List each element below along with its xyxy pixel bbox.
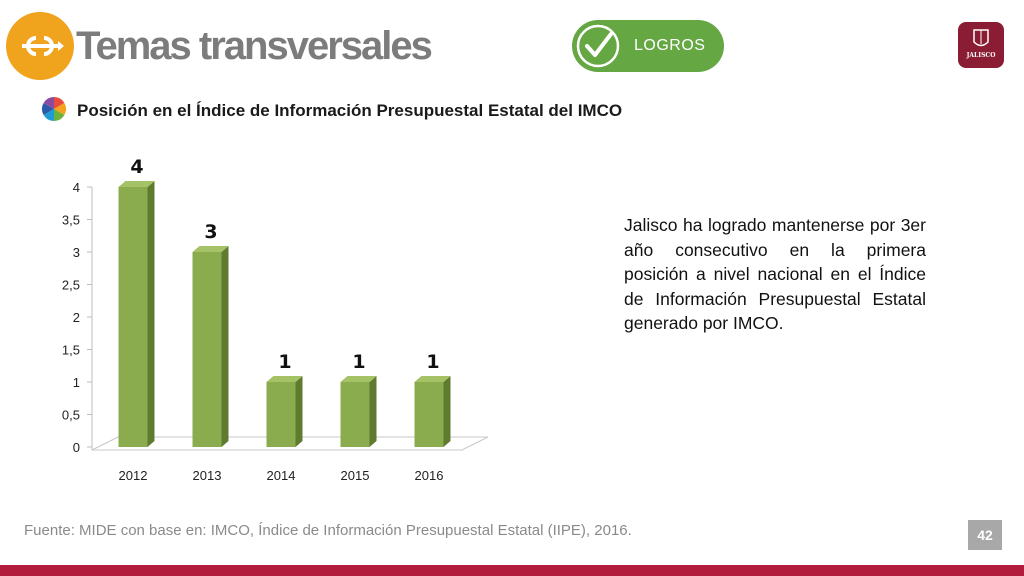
logros-badge: LOGROS: [572, 20, 724, 72]
bar-top: [340, 376, 377, 382]
y-tick-label: 0: [73, 440, 80, 455]
source-note: Fuente: MIDE con base en: IMCO, Índice d…: [24, 522, 632, 539]
bar-side: [369, 376, 377, 447]
bar: [340, 382, 370, 447]
logros-label: LOGROS: [634, 37, 706, 54]
bar: [118, 187, 148, 447]
y-tick-label: 1,5: [62, 343, 80, 358]
bar-top: [118, 181, 155, 187]
bar-top: [266, 376, 303, 382]
bar: [414, 382, 444, 447]
bar-top: [192, 246, 229, 252]
seal-text: JALISCO: [966, 52, 996, 59]
y-tick-label: 3: [73, 245, 80, 260]
x-tick-label: 2015: [341, 468, 370, 483]
y-tick-label: 2: [73, 310, 80, 325]
bar-side: [221, 246, 229, 447]
y-tick-label: 2,5: [62, 278, 80, 293]
link-arrows-logo: [6, 12, 74, 80]
y-tick-label: 1: [73, 375, 80, 390]
x-tick-label: 2012: [119, 468, 148, 483]
jalisco-seal: JALISCO: [958, 22, 1004, 68]
data-label: 3: [204, 221, 217, 243]
data-label: 1: [426, 351, 439, 373]
colorful-pinwheel-icon: [41, 97, 67, 121]
x-tick-label: 2014: [267, 468, 296, 483]
bar-side: [295, 376, 303, 447]
coat-of-arms-icon: [973, 29, 989, 47]
summary-text: Jalisco ha logrado mantenerse por 3er añ…: [624, 215, 926, 333]
data-label: 4: [130, 156, 143, 178]
bar-side: [147, 181, 155, 447]
chart-subtitle: Posición en el Índice de Información Pre…: [77, 101, 623, 120]
x-tick-label: 2013: [193, 468, 222, 483]
page-number: 42: [968, 520, 1002, 550]
data-label: 1: [352, 351, 365, 373]
bar: [266, 382, 296, 447]
y-tick-label: 3,5: [62, 213, 80, 228]
x-tick-label: 2016: [415, 468, 444, 483]
y-tick-label: 0,5: [62, 408, 80, 423]
bar-top: [414, 376, 451, 382]
y-tick-label: 4: [73, 180, 80, 195]
footer-bar: [0, 565, 1024, 576]
bar-side: [443, 376, 451, 447]
bar: [192, 252, 222, 447]
checkmark-icon: [576, 24, 620, 68]
link-arrows-icon: [22, 36, 64, 56]
data-label: 1: [278, 351, 291, 373]
page-title: Temas transversales: [76, 24, 433, 68]
